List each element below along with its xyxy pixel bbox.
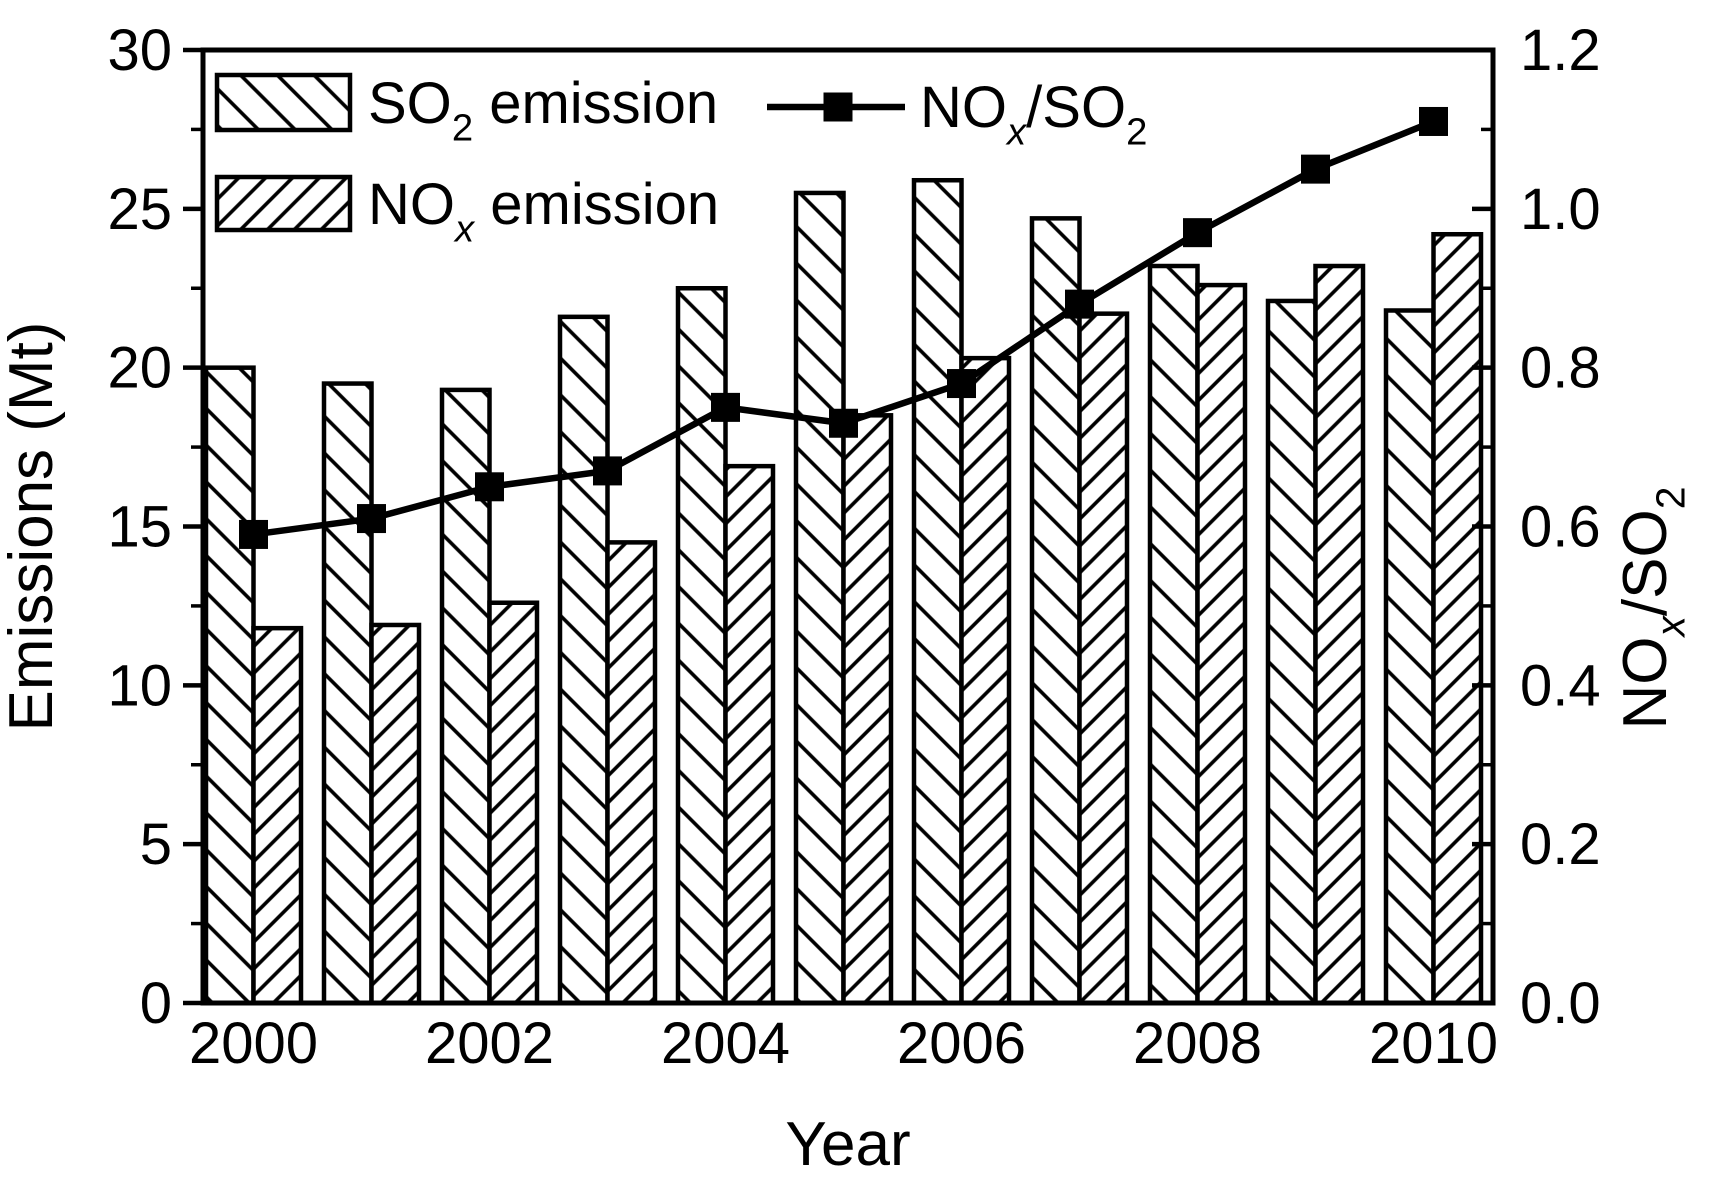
right-axis-tick-label: 0.0 [1520,971,1601,1036]
ratio-line-layer [239,106,1448,549]
ratio-marker-2005 [829,408,858,438]
nox-bar-2002 [487,600,540,1006]
ratio-marker-2009 [1301,154,1330,184]
ratio-marker-2008 [1183,218,1212,248]
left-axis-title: Emissions (Mt) [0,322,66,732]
nox-bar-2003 [605,540,658,1006]
right-axis-tick-label: 1.0 [1520,177,1601,242]
bars-layer [203,177,1484,1006]
legend-square-marker-icon [823,92,853,122]
ratio-marker-2001 [357,504,386,534]
left-axis-tick-label: 5 [140,812,172,877]
right-axis-tick-label: 0.4 [1520,653,1601,718]
legend-label-nox: NOx emission [368,172,719,250]
so2-bar-2010 [1383,308,1436,1006]
so2-bar-2003 [557,314,610,1006]
x-axis-tick-label: 2000 [189,1011,318,1076]
x-axis-tick-label: 2002 [425,1011,554,1076]
left-axis-tick-label: 0 [140,971,172,1036]
legend-label-so2: SO2 emission [368,71,718,149]
nox-bar-2008 [1195,282,1248,1006]
nox-bar-2004 [723,463,776,1006]
x-axis-title: Year [785,1110,910,1179]
right-axis-tick-label: 1.2 [1520,18,1601,83]
x-axis-tick-label: 2010 [1369,1011,1498,1076]
left-axis-tick-label: 10 [107,653,172,718]
so2-bar-2008 [1147,263,1200,1006]
right-axis-tick-label: 0.8 [1520,336,1601,401]
ratio-marker-2000 [239,519,268,549]
x-axis-tick-label: 2006 [897,1011,1026,1076]
x-axis-tick-label: 2008 [1133,1011,1262,1076]
ratio-marker-2003 [593,456,622,486]
legend-swatch-nox [214,174,353,233]
so2-bar-2005 [793,190,846,1006]
legend-swatch-so2 [214,72,353,133]
right-axis-tick-label: 0.2 [1520,812,1601,877]
nox-bar-2005 [841,413,894,1006]
nox-bar-2009 [1313,263,1366,1006]
left-axis-tick-label: 25 [107,177,172,242]
tick-labels-layer: 0 5 10 15 20 25 30 0.0 0.2 0.4 0.6 0.8 1.0 1.2 2000 200… [107,18,1600,1076]
x-axis-tick-label: 2004 [661,1011,790,1076]
left-axis-tick-label: 20 [107,336,172,401]
so2-bar-2009 [1265,298,1318,1006]
so2-bar-2006 [911,177,964,1006]
nox-bar-2001 [369,622,422,1006]
nox-bar-2006 [959,355,1012,1006]
so2-bar-2001 [321,381,374,1006]
so2-bar-2000 [203,365,256,1006]
right-axis-title: NOx/SO2 [1611,486,1694,729]
legend-label-ratio: NOx/SO2 [920,75,1147,153]
ratio-marker-2004 [711,392,740,422]
ticks-layer [183,47,1493,1006]
nox-bar-2007 [1077,311,1130,1006]
right-axis-tick-label: 0.6 [1520,495,1601,560]
ratio-marker-2007 [1065,289,1094,319]
nox-bar-2010 [1431,231,1484,1006]
nox-bar-2000 [251,625,304,1006]
ratio-marker-2002 [475,472,504,502]
ratio-marker-2010 [1419,106,1448,136]
ratio-marker-2006 [947,369,976,399]
legend: SO2 emission NOx emission NOx/SO2 [214,71,1147,250]
left-axis-tick-label: 15 [107,495,172,560]
left-axis-tick-label: 30 [107,18,172,83]
so2-bar-2007 [1029,216,1082,1006]
